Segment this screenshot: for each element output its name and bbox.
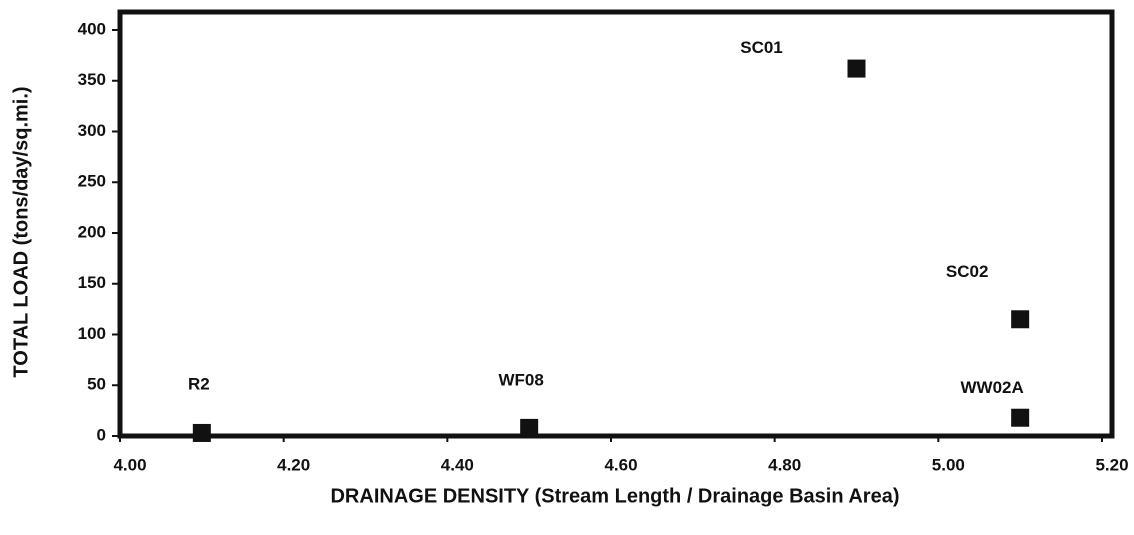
x-tick-label: 4.00 (113, 455, 146, 474)
x-tick-label: 4.60 (604, 455, 637, 474)
x-tick-label: 4.40 (441, 455, 474, 474)
y-tick-label: 200 (78, 222, 106, 241)
y-tick-label: 150 (78, 273, 106, 292)
point (1011, 310, 1030, 329)
y-axis-title: TOTAL LOAD (tons/day/sq.mi.) (10, 86, 32, 377)
point-label: SC02 (946, 262, 989, 281)
point-label: WF08 (498, 370, 543, 389)
y-tick-label: 100 (78, 324, 106, 343)
x-tick-label: 5.00 (932, 455, 965, 474)
x-tick-label: 4.20 (277, 455, 310, 474)
y-tick-label: 0 (97, 425, 106, 444)
y-tick-label: 350 (78, 70, 106, 89)
point (847, 59, 866, 78)
point (192, 423, 211, 442)
point-label: WW02A (961, 378, 1024, 397)
point-label: R2 (188, 374, 210, 393)
y-tick-label: 400 (78, 19, 106, 38)
x-tick-label: 4.80 (768, 455, 801, 474)
x-axis-title: DRAINAGE DENSITY (Stream Length / Draina… (330, 485, 899, 507)
point-label: SC01 (740, 38, 783, 57)
point (520, 418, 539, 437)
point (1011, 408, 1030, 427)
y-tick-label: 250 (78, 172, 106, 191)
plot-frame (117, 9, 1115, 439)
x-tick-label: 5.20 (1095, 455, 1128, 474)
y-tick-label: 50 (87, 375, 106, 394)
y-tick-label: 300 (78, 121, 106, 140)
